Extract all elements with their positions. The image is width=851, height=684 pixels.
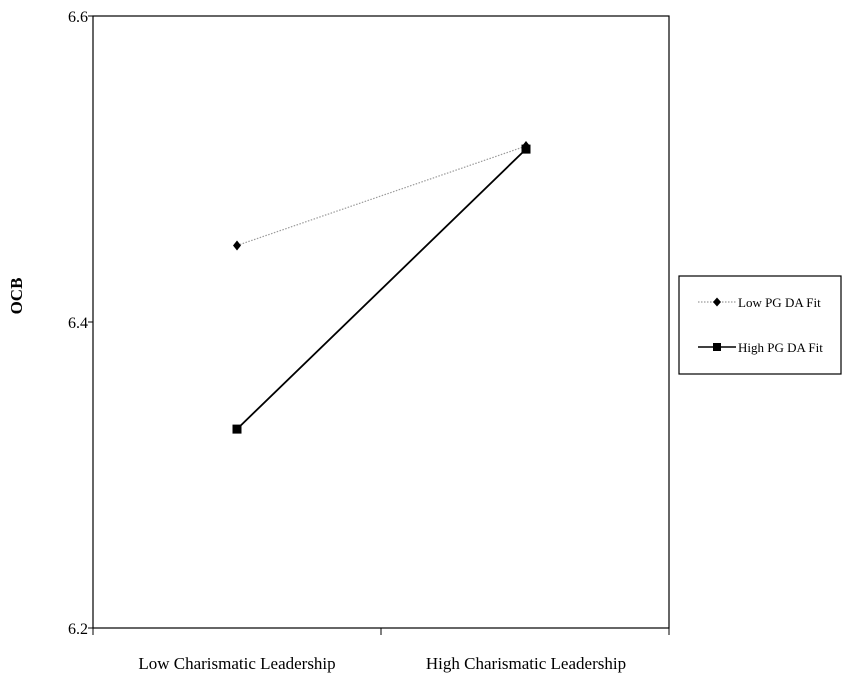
y-tick-label: 6.2	[68, 621, 88, 638]
y-tick-label: 6.6	[68, 9, 88, 26]
legend-marker-high-fit	[713, 343, 721, 351]
x-category-label: High Charismatic Leadership	[426, 654, 626, 673]
legend-label-low-fit: Low PG DA Fit	[738, 295, 821, 310]
legend-label-high-fit: High PG DA Fit	[738, 340, 823, 355]
y-tick-label: 6.4	[68, 315, 88, 332]
series-group	[232, 141, 531, 434]
legend-marker-low-fit	[713, 297, 721, 307]
y-axis-title: OCB	[7, 278, 26, 315]
plot-area	[92, 15, 670, 629]
y-ticks	[88, 15, 93, 629]
data-point-series-1-0	[232, 424, 242, 434]
legend-box	[678, 275, 842, 375]
series-line-1	[236, 148, 527, 430]
data-point-series-1-1	[521, 144, 531, 154]
x-category-label: Low Charismatic Leadership	[138, 654, 335, 673]
x-ticks	[92, 628, 670, 635]
legend: Low PG DA Fit High PG DA Fit	[678, 275, 842, 375]
data-point-series-0-0	[233, 240, 241, 251]
